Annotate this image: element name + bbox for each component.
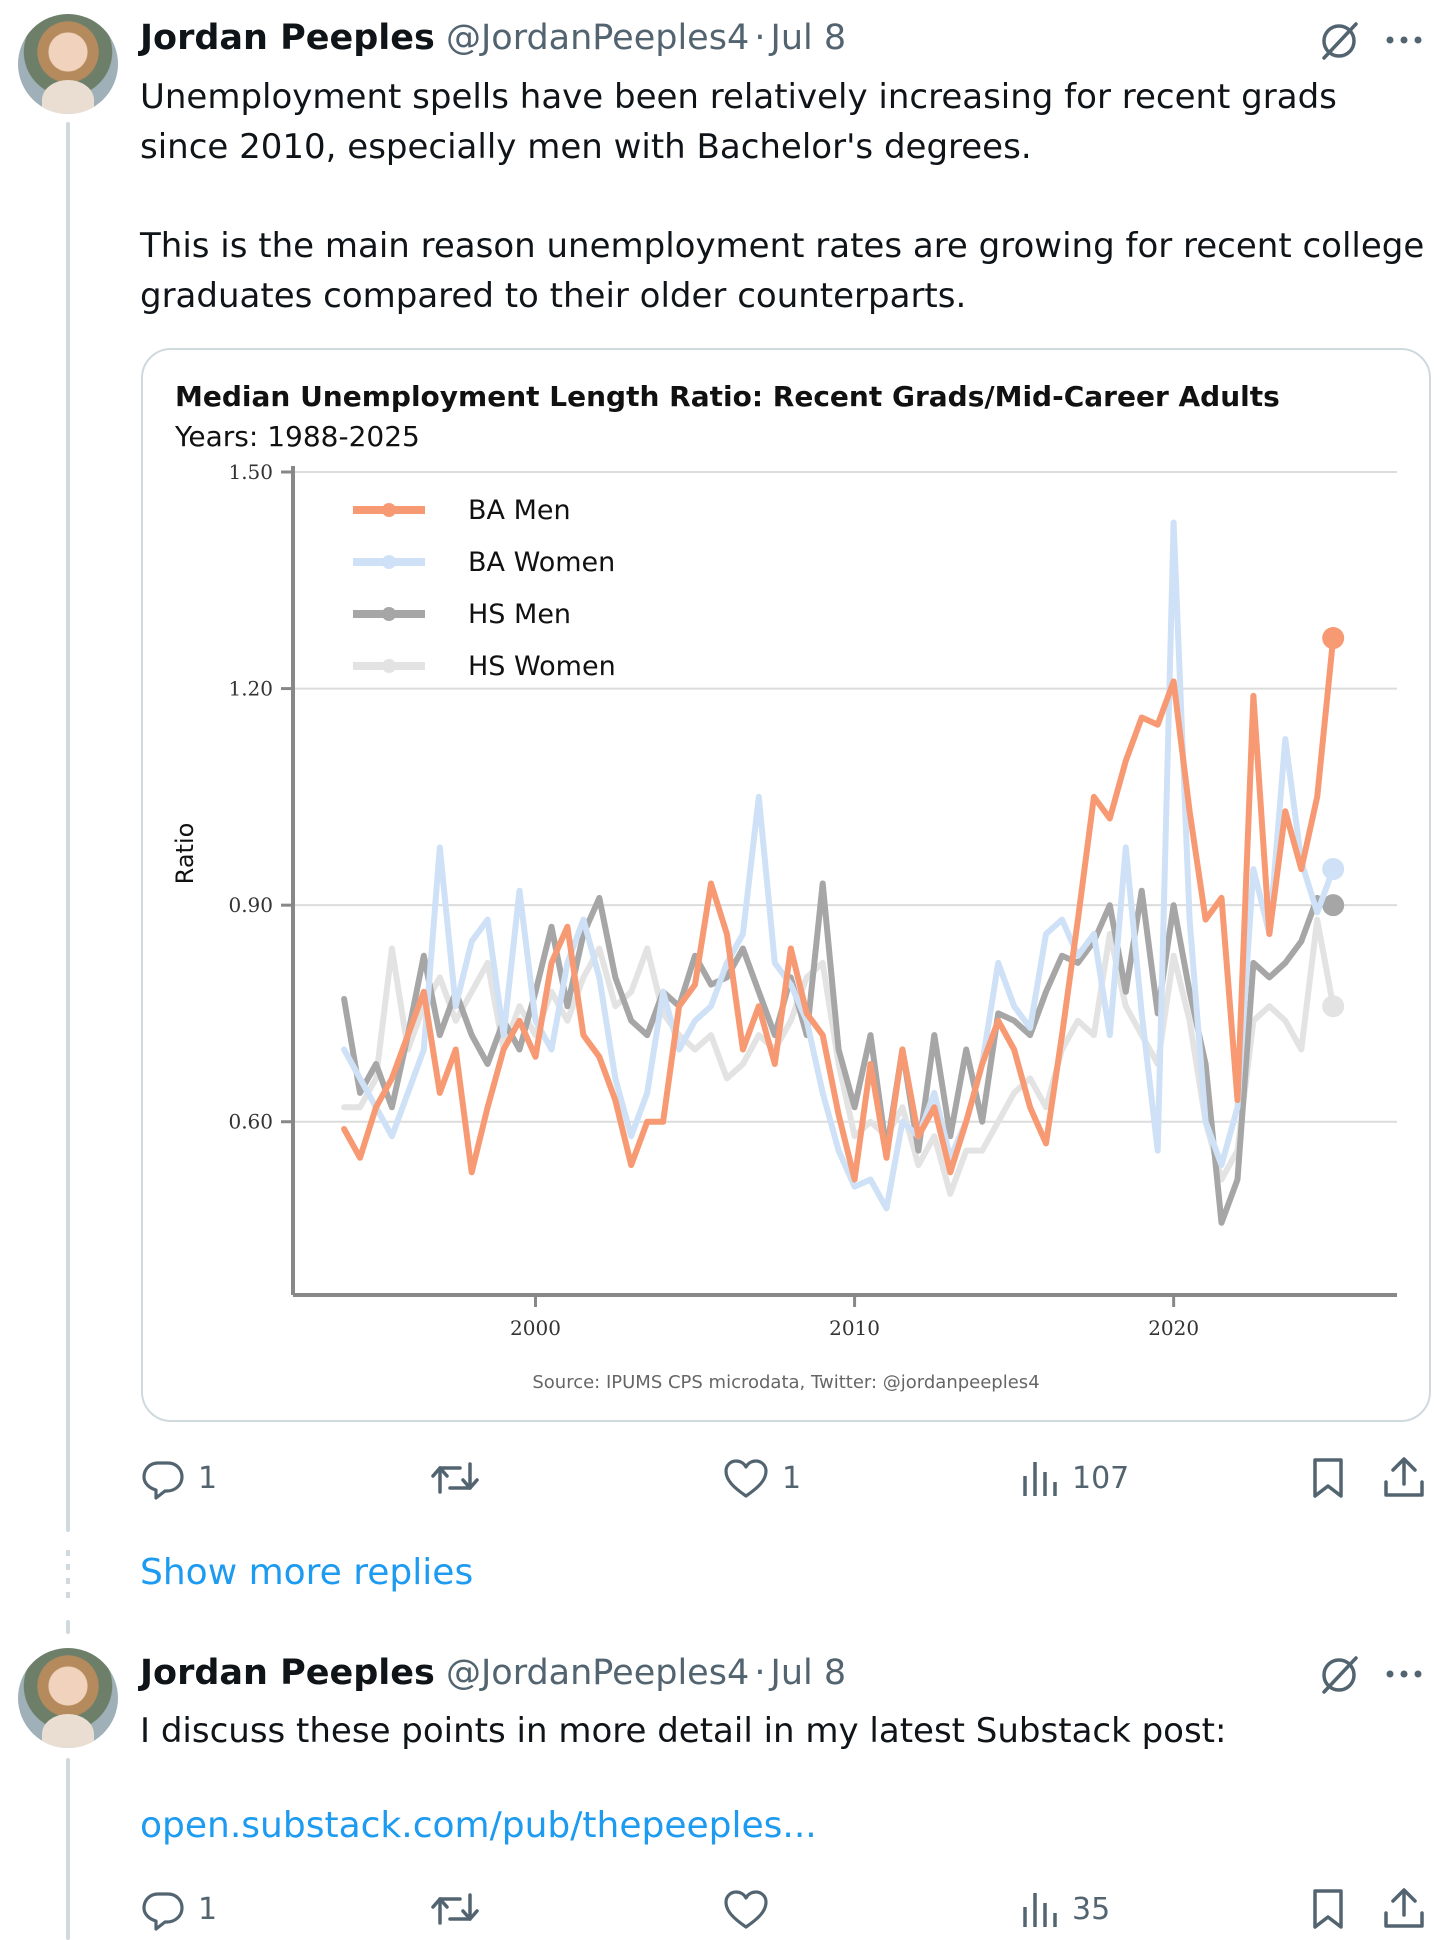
thread-dotted-connector [66,1550,70,1600]
bookmark-icon[interactable] [1310,1887,1346,1931]
series-endpoint-hs-women [1322,995,1345,1018]
y-tick-label: 1.50 [228,460,273,484]
views-icon[interactable] [1020,1458,1060,1498]
series-endpoint-ba-men [1322,627,1345,650]
tweet-text: I discuss these points in more detail in… [140,1711,1227,1751]
series-endpoint-ba-women [1322,858,1345,881]
legend-label: BA Men [468,495,571,526]
tweet-header: Jordan Peeples @JordanPeeples4 · Jul 8 [140,1653,846,1693]
series-line-hs-men [341,880,1337,1226]
legend-label: HS Women [468,651,616,682]
share-icon[interactable] [1382,1885,1426,1931]
views-count: 35 [1072,1892,1111,1927]
repost-icon[interactable] [430,1889,480,1929]
y-axis-label: Ratio [171,823,199,885]
x-tick-label: 2010 [829,1316,880,1340]
substack-link[interactable]: open.substack.com/pub/thepeeples... [140,1805,817,1846]
bookmark-icon[interactable] [1310,1456,1346,1500]
author-handle[interactable]: @JordanPeeples4 [445,18,750,58]
avatar[interactable] [18,1648,118,1748]
legend-label: HS Men [468,599,571,630]
show-more-replies-link[interactable]: Show more replies [140,1552,474,1593]
legend-marker [382,659,396,673]
repost-icon[interactable] [430,1458,480,1498]
separator-dot: · [754,1653,766,1693]
reply-icon[interactable] [141,1888,185,1932]
author-name[interactable]: Jordan Peeples [140,1653,435,1693]
thread-line-upper [66,1620,70,1634]
tweet-date[interactable]: Jul 8 [770,18,847,58]
chart-source: Source: IPUMS CPS microdata, Twitter: @j… [532,1372,1040,1393]
legend-label: BA Women [468,547,615,578]
share-icon[interactable] [1382,1454,1426,1500]
grok-slash-icon[interactable] [1316,1652,1362,1698]
series-endpoint-hs-men [1322,894,1345,917]
reply-count: 1 [198,1892,218,1927]
y-tick-label: 0.90 [228,893,273,917]
more-icon[interactable] [1384,28,1424,52]
grok-slash-icon[interactable] [1316,18,1362,64]
series-line-ba-women [341,519,1337,1212]
like-icon[interactable] [723,1889,769,1931]
thread-line [66,1758,70,1940]
line-chart: 0.60 0.90 1.20 1.50 2000 2010 2020 Ratio BA Men B… [171,460,1397,1340]
tweet-header: Jordan Peeples @JordanPeeples4 · Jul 8 [140,18,846,58]
like-count: 1 [782,1461,802,1496]
tweet-date[interactable]: Jul 8 [770,1653,847,1693]
more-icon[interactable] [1384,1662,1424,1686]
views-count: 107 [1072,1461,1130,1496]
reply-icon[interactable] [141,1457,185,1501]
avatar[interactable] [18,14,118,114]
thread-line [66,122,70,1532]
chart-subtitle: Years: 1988-2025 [175,420,420,453]
views-icon[interactable] [1020,1889,1060,1929]
x-tick-label: 2000 [510,1316,561,1340]
chart-image-card[interactable]: Median Unemployment Length Ratio: Recent… [141,348,1431,1422]
separator-dot: · [754,18,766,58]
tweet-text-paragraph-2: This is the main reason unemployment rat… [140,226,1436,316]
tweet-text-paragraph-1: Unemployment spells have been relatively… [140,77,1348,167]
chart-title: Median Unemployment Length Ratio: Recent… [175,380,1280,413]
author-handle[interactable]: @JordanPeeples4 [445,1653,750,1693]
x-tick-label: 2020 [1148,1316,1199,1340]
legend-marker [382,555,396,569]
like-icon[interactable] [723,1458,769,1500]
y-tick-label: 1.20 [228,677,273,701]
legend-marker [382,503,396,517]
series-line-ba-men [341,635,1337,1183]
legend-marker [382,607,396,621]
y-tick-label: 0.60 [228,1110,273,1134]
reply-count: 1 [198,1461,218,1496]
author-name[interactable]: Jordan Peeples [140,18,435,58]
